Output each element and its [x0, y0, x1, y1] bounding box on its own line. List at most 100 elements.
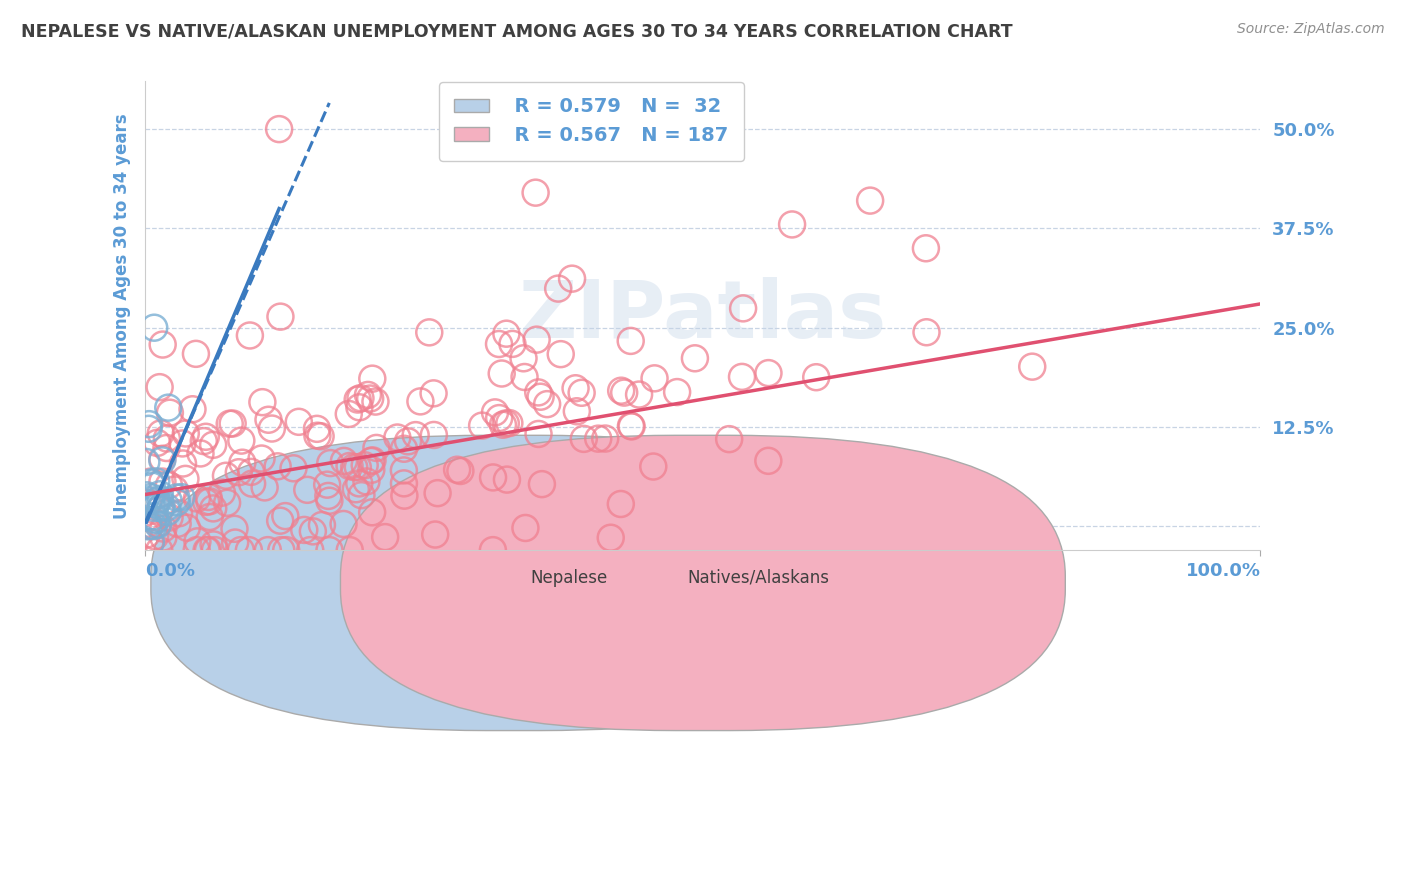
Point: [758, 366, 780, 380]
Point: [349, 476, 371, 491]
Point: [571, 385, 593, 400]
Point: [283, 461, 305, 475]
Point: [361, 453, 384, 467]
Point: [302, 524, 325, 539]
Point: [344, 483, 367, 497]
Point: [620, 334, 643, 348]
Point: [492, 417, 515, 432]
Point: [231, 456, 253, 470]
Point: [756, 454, 779, 468]
Point: [252, 395, 274, 409]
Point: [139, 535, 162, 549]
Point: [136, 516, 159, 531]
Point: [197, 490, 219, 504]
Point: [409, 394, 432, 409]
Text: ZIPatlas: ZIPatlas: [519, 277, 887, 355]
Point: [318, 493, 340, 508]
Point: [150, 453, 173, 467]
Point: [157, 478, 180, 492]
Point: [644, 371, 666, 385]
Point: [495, 326, 517, 341]
Point: [146, 435, 169, 450]
Point: [157, 493, 180, 508]
Point: [859, 194, 882, 208]
Point: [256, 543, 278, 558]
Point: [550, 347, 572, 361]
Point: [361, 371, 384, 385]
Point: [143, 529, 166, 543]
Point: [139, 475, 162, 489]
Point: [238, 543, 260, 558]
Point: [620, 419, 643, 434]
Point: [135, 527, 157, 541]
Point: [488, 411, 510, 425]
Point: [176, 521, 198, 535]
Point: [150, 501, 173, 516]
Point: [319, 456, 342, 470]
Point: [276, 543, 298, 558]
Point: [332, 516, 354, 531]
Point: [146, 516, 169, 531]
Point: [181, 402, 204, 417]
Point: [269, 310, 291, 324]
Point: [422, 386, 444, 401]
Point: [449, 464, 471, 478]
Point: [270, 543, 292, 558]
Point: [915, 241, 938, 255]
Point: [356, 475, 378, 489]
Point: [149, 502, 172, 516]
Point: [193, 434, 215, 449]
Point: [484, 405, 506, 419]
Point: [148, 543, 170, 558]
Point: [733, 301, 755, 316]
Point: [446, 463, 468, 477]
Point: [195, 543, 218, 558]
Point: [138, 422, 160, 436]
Point: [155, 441, 177, 455]
Point: [683, 351, 706, 366]
Point: [309, 429, 332, 443]
Point: [228, 465, 250, 479]
Point: [240, 476, 263, 491]
Point: [229, 543, 252, 558]
Point: [359, 392, 381, 406]
Point: [260, 421, 283, 435]
Point: [610, 497, 633, 511]
Point: [184, 347, 207, 361]
Point: [364, 394, 387, 409]
Point: [145, 513, 167, 527]
Text: Nepalese: Nepalese: [530, 569, 607, 587]
Point: [307, 428, 329, 442]
Point: [139, 519, 162, 533]
Point: [396, 434, 419, 449]
Point: [394, 489, 416, 503]
Point: [138, 417, 160, 431]
Point: [366, 441, 388, 455]
Point: [318, 489, 340, 503]
Point: [349, 391, 371, 405]
Point: [231, 434, 253, 448]
Text: 0.0%: 0.0%: [145, 562, 195, 580]
Point: [495, 417, 517, 431]
Point: [269, 514, 291, 528]
Point: [1021, 359, 1043, 374]
Point: [149, 487, 172, 501]
Point: [195, 495, 218, 509]
Point: [202, 501, 225, 516]
Point: [266, 459, 288, 474]
Point: [426, 486, 449, 500]
Point: [145, 512, 167, 526]
Point: [170, 490, 193, 504]
Point: [488, 337, 510, 351]
FancyBboxPatch shape: [150, 435, 876, 731]
Point: [143, 320, 166, 334]
Point: [498, 416, 520, 430]
Point: [349, 401, 371, 415]
Point: [333, 454, 356, 468]
Point: [149, 380, 172, 394]
Point: [806, 370, 828, 384]
Point: [166, 516, 188, 531]
Point: [513, 370, 536, 384]
Point: [374, 530, 396, 544]
Point: [305, 422, 328, 436]
